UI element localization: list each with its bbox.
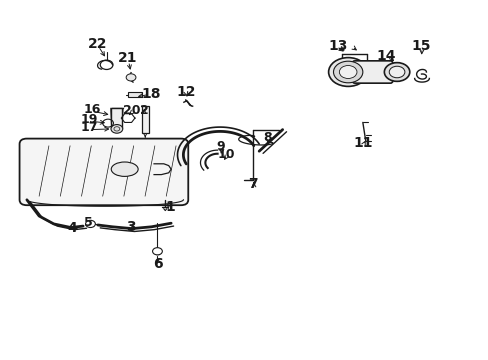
Text: 18: 18 — [142, 87, 161, 100]
Text: 15: 15 — [411, 39, 430, 53]
Text: 17: 17 — [80, 121, 98, 134]
Text: 19: 19 — [81, 113, 98, 126]
Text: 16: 16 — [83, 103, 101, 116]
Circle shape — [388, 66, 404, 78]
FancyBboxPatch shape — [352, 61, 392, 83]
Text: 21: 21 — [117, 51, 137, 65]
Text: 8: 8 — [263, 131, 272, 144]
Circle shape — [339, 66, 356, 78]
Text: 12: 12 — [176, 85, 195, 99]
Text: 6: 6 — [152, 257, 162, 270]
Bar — [111, 108, 122, 128]
Text: 5: 5 — [83, 216, 92, 229]
Text: 13: 13 — [328, 39, 347, 53]
Text: 10: 10 — [217, 148, 234, 161]
Circle shape — [85, 220, 95, 228]
Bar — [128, 92, 142, 97]
Text: 4: 4 — [67, 221, 77, 234]
FancyBboxPatch shape — [20, 139, 188, 205]
Text: 11: 11 — [352, 136, 372, 150]
Ellipse shape — [111, 162, 138, 176]
Circle shape — [333, 61, 362, 83]
Circle shape — [152, 248, 162, 255]
Text: 1: 1 — [165, 200, 175, 214]
Text: 20: 20 — [123, 104, 141, 117]
Text: 7: 7 — [248, 177, 258, 190]
Circle shape — [384, 63, 409, 81]
Text: 9: 9 — [216, 140, 225, 153]
Bar — [142, 106, 149, 133]
Circle shape — [111, 125, 122, 133]
Text: 2: 2 — [140, 104, 148, 117]
Circle shape — [328, 58, 367, 86]
Text: 3: 3 — [126, 220, 136, 234]
Text: 22: 22 — [88, 37, 107, 51]
Circle shape — [126, 74, 136, 81]
Text: 14: 14 — [376, 49, 395, 63]
